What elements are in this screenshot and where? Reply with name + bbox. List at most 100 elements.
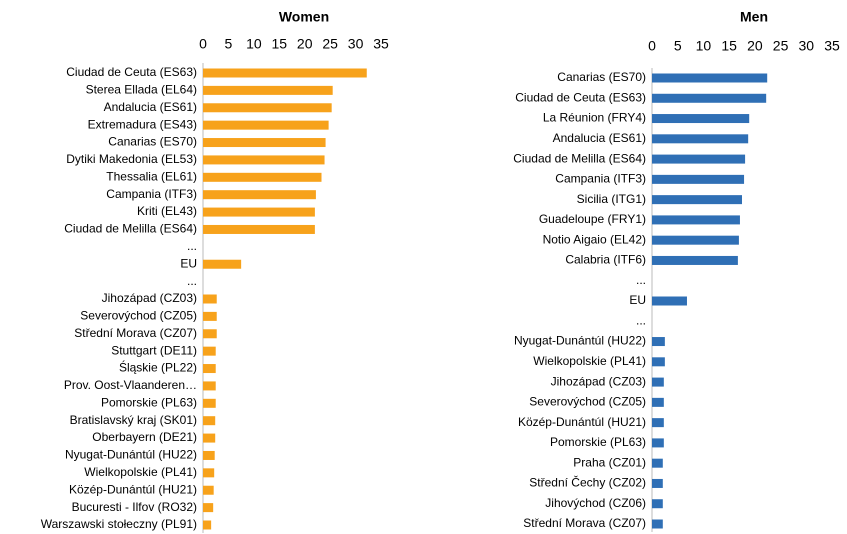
bar: [203, 364, 216, 374]
bar: [203, 224, 315, 234]
bar: [652, 174, 745, 184]
category-label: Jihozápad (CZ03): [551, 374, 646, 388]
bar: [203, 485, 214, 495]
category-label: Jihozápad (CZ03): [102, 291, 197, 305]
x-tick-label: 15: [721, 38, 737, 54]
category-label: Andalucia (ES61): [553, 131, 646, 145]
x-tick-label: 0: [648, 38, 656, 54]
category-label: Śląskie (PL22): [119, 360, 197, 375]
category-label: Bratislavský kraj (SK01): [70, 413, 197, 427]
x-tick-label: 5: [674, 38, 682, 54]
category-label: Közép-Dunántúl (HU21): [518, 415, 646, 429]
bar: [203, 416, 216, 426]
x-tick-label: 0: [199, 36, 207, 52]
bar: [652, 397, 664, 407]
category-label: Nyugat-Dunántúl (HU22): [514, 334, 646, 348]
category-label: Campania (ITF3): [555, 172, 646, 186]
category-label: ...: [636, 273, 646, 287]
bar: [203, 207, 315, 217]
bar: [203, 190, 316, 200]
bar: [203, 503, 214, 513]
x-tick-label: 20: [297, 36, 313, 52]
category-label: Oberbayern (DE21): [92, 430, 197, 444]
chart-title: Men: [740, 9, 768, 25]
bar: [203, 85, 333, 95]
x-tick-label: 25: [773, 38, 789, 54]
category-label: Stuttgart (DE11): [111, 343, 197, 357]
bar: [652, 154, 746, 164]
bar: [203, 520, 212, 530]
bar: [652, 377, 664, 387]
bar: [652, 215, 740, 225]
category-label: Notio Aigaio (EL42): [543, 232, 646, 246]
category-label: Sterea Ellada (EL64): [86, 83, 197, 97]
bar: [652, 134, 749, 144]
category-label: Wielkopolskie (PL41): [84, 465, 197, 479]
category-label: Jihovýchod (CZ06): [545, 496, 646, 510]
bar: [203, 398, 216, 408]
x-tick-label: 10: [246, 36, 262, 52]
bar: [652, 255, 738, 265]
bar: [652, 93, 767, 103]
x-tick-label: 35: [824, 38, 840, 54]
chart-title: Women: [279, 9, 329, 25]
x-tick-label: 25: [322, 36, 338, 52]
category-label: Praha (CZ01): [573, 455, 646, 469]
bar: [203, 120, 329, 130]
bar: [652, 114, 750, 124]
bar: [203, 450, 215, 460]
x-tick-label: 35: [373, 36, 389, 52]
category-label: Közép-Dunántúl (HU21): [69, 482, 197, 496]
x-tick-label: 30: [348, 36, 364, 52]
category-label: Pomorskie (PL63): [101, 395, 197, 409]
category-label: Střední Čechy (CZ02): [529, 475, 646, 490]
category-label: Pomorskie (PL63): [550, 435, 646, 449]
category-label: Canarias (ES70): [108, 135, 197, 149]
bar: [203, 138, 326, 148]
category-label: Ciudad de Ceuta (ES63): [66, 65, 197, 79]
category-label: Střední Morava (CZ07): [74, 326, 197, 340]
category-label: Prov. Oost-Vlaanderen…: [64, 378, 197, 392]
category-label: ...: [187, 239, 197, 253]
bar: [652, 478, 663, 488]
x-tick-label: 10: [696, 38, 712, 54]
category-label: Thessalia (EL61): [106, 169, 197, 183]
bar: [652, 296, 687, 306]
category-label: Warszawski stołeczny (PL91): [41, 517, 197, 531]
category-label: Severovýchod (CZ05): [529, 395, 646, 409]
bar: [203, 346, 216, 356]
category-label: Nyugat-Dunántúl (HU22): [65, 448, 197, 462]
category-label: Sicilia (ITG1): [577, 192, 646, 206]
bar: [203, 329, 217, 339]
category-label: Calabria (ITF6): [565, 253, 646, 267]
bar: [203, 381, 216, 391]
bar: [652, 418, 664, 428]
bar: [652, 438, 664, 448]
category-label: ...: [187, 274, 197, 288]
category-label: Andalucia (ES61): [104, 100, 197, 114]
x-tick-label: 5: [225, 36, 233, 52]
bar: [203, 294, 217, 304]
category-label: Střední Morava (CZ07): [523, 516, 646, 530]
category-label: Ciudad de Ceuta (ES63): [515, 90, 646, 104]
category-label: Bucuresti - Ilfov (RO32): [72, 500, 197, 514]
category-label: Ciudad de Melilla (ES64): [513, 151, 646, 165]
category-label: Dytiki Makedonia (EL53): [66, 152, 197, 166]
bar: [203, 259, 242, 269]
category-label: ...: [636, 313, 646, 327]
category-label: Canarias (ES70): [557, 70, 646, 84]
bar: [203, 311, 217, 321]
bar: [652, 195, 742, 205]
category-label: Ciudad de Melilla (ES64): [64, 222, 197, 236]
category-label: La Réunion (FRY4): [543, 111, 646, 125]
bar: [652, 235, 739, 245]
bar: [203, 172, 322, 182]
category-label: Kriti (EL43): [137, 204, 197, 218]
x-tick-label: 15: [271, 36, 287, 52]
category-label: EU: [180, 256, 197, 270]
bar: [203, 468, 215, 478]
bar: [652, 337, 665, 347]
x-tick-label: 30: [798, 38, 814, 54]
